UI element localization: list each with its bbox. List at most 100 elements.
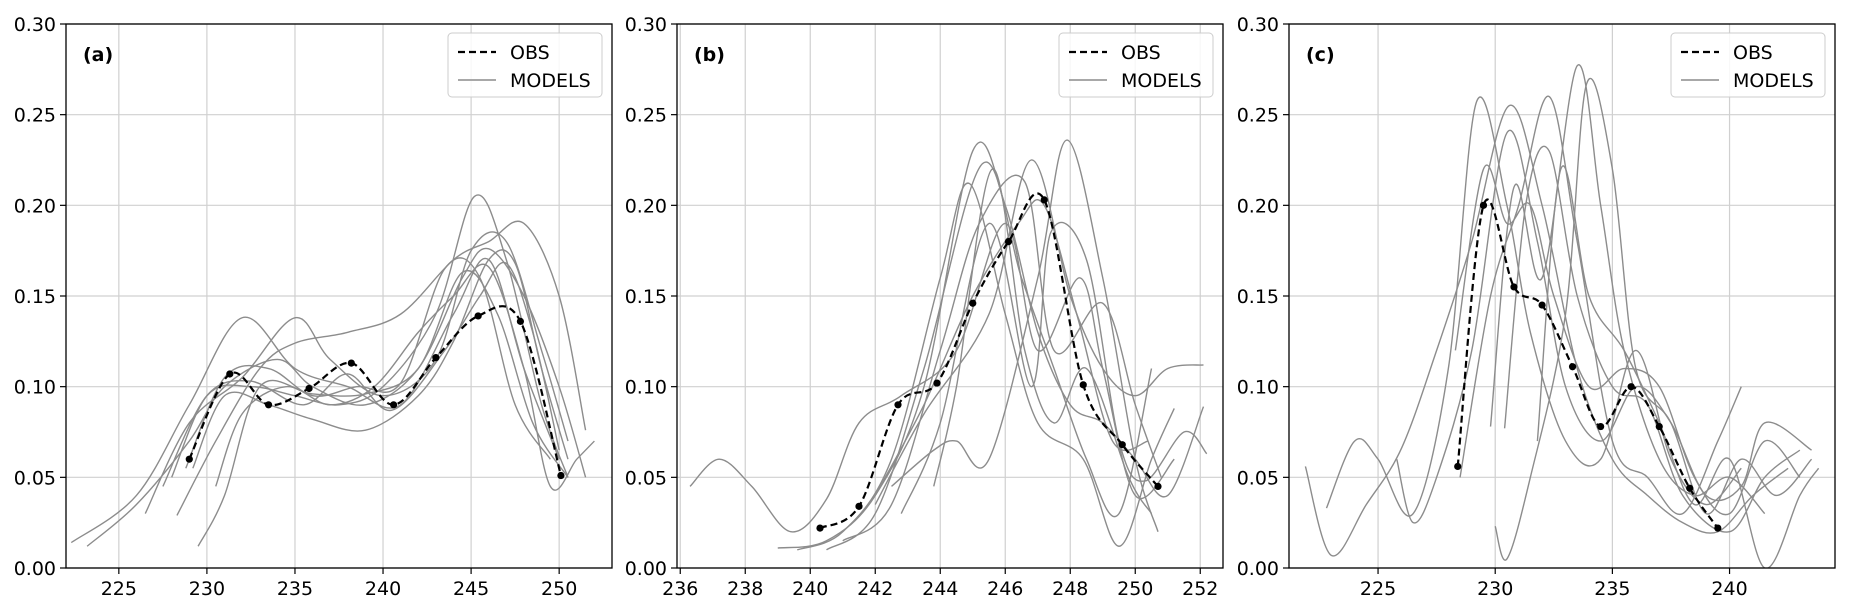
legend: OBS MODELS	[447, 32, 603, 98]
model-line-2	[1325, 96, 1742, 517]
legend-box	[447, 32, 603, 98]
y-tick-label: 0.15	[14, 286, 56, 308]
obs-point-10	[1154, 482, 1162, 490]
model-line-9	[185, 257, 551, 469]
model-line-7	[1503, 145, 1801, 533]
obs-point-10	[1714, 524, 1722, 532]
obs-point-9	[1686, 484, 1694, 492]
y-tick-label: 0.00	[1237, 558, 1279, 580]
chart-panel-3: 225 230 235 240 0.00 0.05 0.10 0.15 0.20 0.25 0.30…	[1237, 14, 1836, 600]
obs-point-2	[855, 502, 863, 510]
y-tick-label: 0.05	[14, 467, 56, 489]
model-line-6	[192, 249, 569, 469]
chart-panel-1: 225 230 235 240 245 250 0.00 0.05 0.10 0.15 0.20 0.…	[14, 14, 613, 600]
x-tick-label: 230	[189, 578, 225, 600]
y-tick-label: 0.30	[1237, 14, 1279, 36]
y-tick-label: 0.10	[1237, 377, 1279, 399]
x-tick-label: 242	[857, 578, 893, 600]
x-tick-label: 250	[541, 578, 577, 600]
panel-label: (a)	[83, 44, 113, 66]
x-tick-label: 230	[1477, 578, 1513, 600]
y-tick-label: 0.25	[14, 105, 56, 127]
y-tick-label: 0.10	[625, 377, 667, 399]
model-line-7	[197, 269, 569, 547]
chart-panel-2: 236 238 240 242 244 246 248 250 252 0.00 0.05 0.10 0…	[625, 14, 1224, 600]
x-tick-label: 250	[1117, 578, 1153, 600]
model-line-8	[900, 221, 1208, 514]
obs-point-5	[969, 299, 977, 307]
model-line-9	[933, 168, 1153, 514]
model-line-1	[70, 257, 560, 544]
legend-box	[1058, 32, 1214, 98]
x-tick-label: 240	[792, 578, 828, 600]
model-line-6	[1494, 77, 1813, 561]
y-tick-label: 0.30	[625, 14, 667, 36]
obs-point-5	[347, 359, 355, 367]
plot-area	[689, 139, 1208, 551]
y-tick-label: 0.05	[625, 467, 667, 489]
x-tick-label: 238	[727, 578, 763, 600]
model-line-8	[215, 263, 595, 491]
x-tick-label: 244	[922, 578, 958, 600]
obs-point-1	[185, 455, 193, 463]
obs-line	[188, 305, 562, 476]
legend-label-models: MODELS	[1733, 70, 1814, 92]
model-line-1	[1304, 104, 1789, 557]
x-tick-label: 246	[987, 578, 1023, 600]
obs-point-6	[390, 401, 398, 409]
legend: OBS MODELS	[1670, 32, 1826, 98]
obs-point-9	[1118, 441, 1126, 449]
y-tick-label: 0.10	[14, 377, 56, 399]
model-line-4	[1459, 95, 1742, 515]
y-tick-label: 0.15	[625, 286, 667, 308]
legend-label-models: MODELS	[510, 70, 591, 92]
y-tick-label: 0.20	[625, 195, 667, 217]
x-tick-label: 245	[453, 578, 489, 600]
legend-label-models: MODELS	[1121, 70, 1202, 92]
model-line-3	[796, 182, 1175, 551]
model-line-10	[171, 261, 560, 478]
x-tick-label: 225	[1360, 578, 1396, 600]
model-line-10	[874, 198, 1149, 496]
obs-point-4	[1538, 301, 1546, 309]
y-tick-label: 0.30	[14, 14, 56, 36]
obs-point-3	[894, 401, 902, 409]
obs-point-6	[1597, 422, 1605, 431]
obs-point-8	[1655, 422, 1663, 431]
obs-point-2	[1479, 201, 1488, 209]
x-tick-label: 248	[1052, 578, 1088, 600]
panel-label: (c)	[1306, 44, 1335, 66]
obs-point-1	[816, 524, 824, 532]
y-tick-label: 0.00	[14, 558, 56, 580]
x-tick-label: 252	[1182, 578, 1218, 600]
y-tick-label: 0.00	[625, 558, 667, 580]
model-line-2	[86, 247, 587, 547]
obs-point-5	[1568, 363, 1577, 371]
y-tick-label: 0.20	[14, 195, 56, 217]
model-line-8	[1536, 165, 1820, 568]
obs-point-2	[226, 370, 234, 378]
obs-point-8	[1079, 381, 1087, 389]
model-line-5	[842, 174, 1162, 542]
plot-area	[70, 194, 595, 547]
obs-point-9	[516, 317, 525, 325]
model-line-3	[144, 231, 569, 514]
legend-label-obs: OBS	[510, 42, 550, 64]
obs-point-6	[1004, 238, 1013, 246]
legend: OBS MODELS	[1058, 32, 1214, 98]
obs-point-3	[264, 401, 273, 409]
x-tick-label: 240	[1711, 578, 1747, 600]
obs-line	[1456, 198, 1719, 529]
y-tick-label: 0.20	[1237, 195, 1279, 217]
obs-point-4	[305, 384, 313, 393]
y-tick-label: 0.25	[1237, 105, 1279, 127]
obs-point-10	[557, 471, 565, 480]
model-line-9	[1454, 164, 1801, 516]
panel-label: (b)	[694, 44, 725, 66]
y-tick-label: 0.25	[625, 105, 667, 127]
model-line-5	[176, 220, 587, 516]
obs-point-8	[474, 312, 482, 320]
model-line-6	[874, 159, 1204, 505]
legend-label-obs: OBS	[1121, 42, 1161, 64]
